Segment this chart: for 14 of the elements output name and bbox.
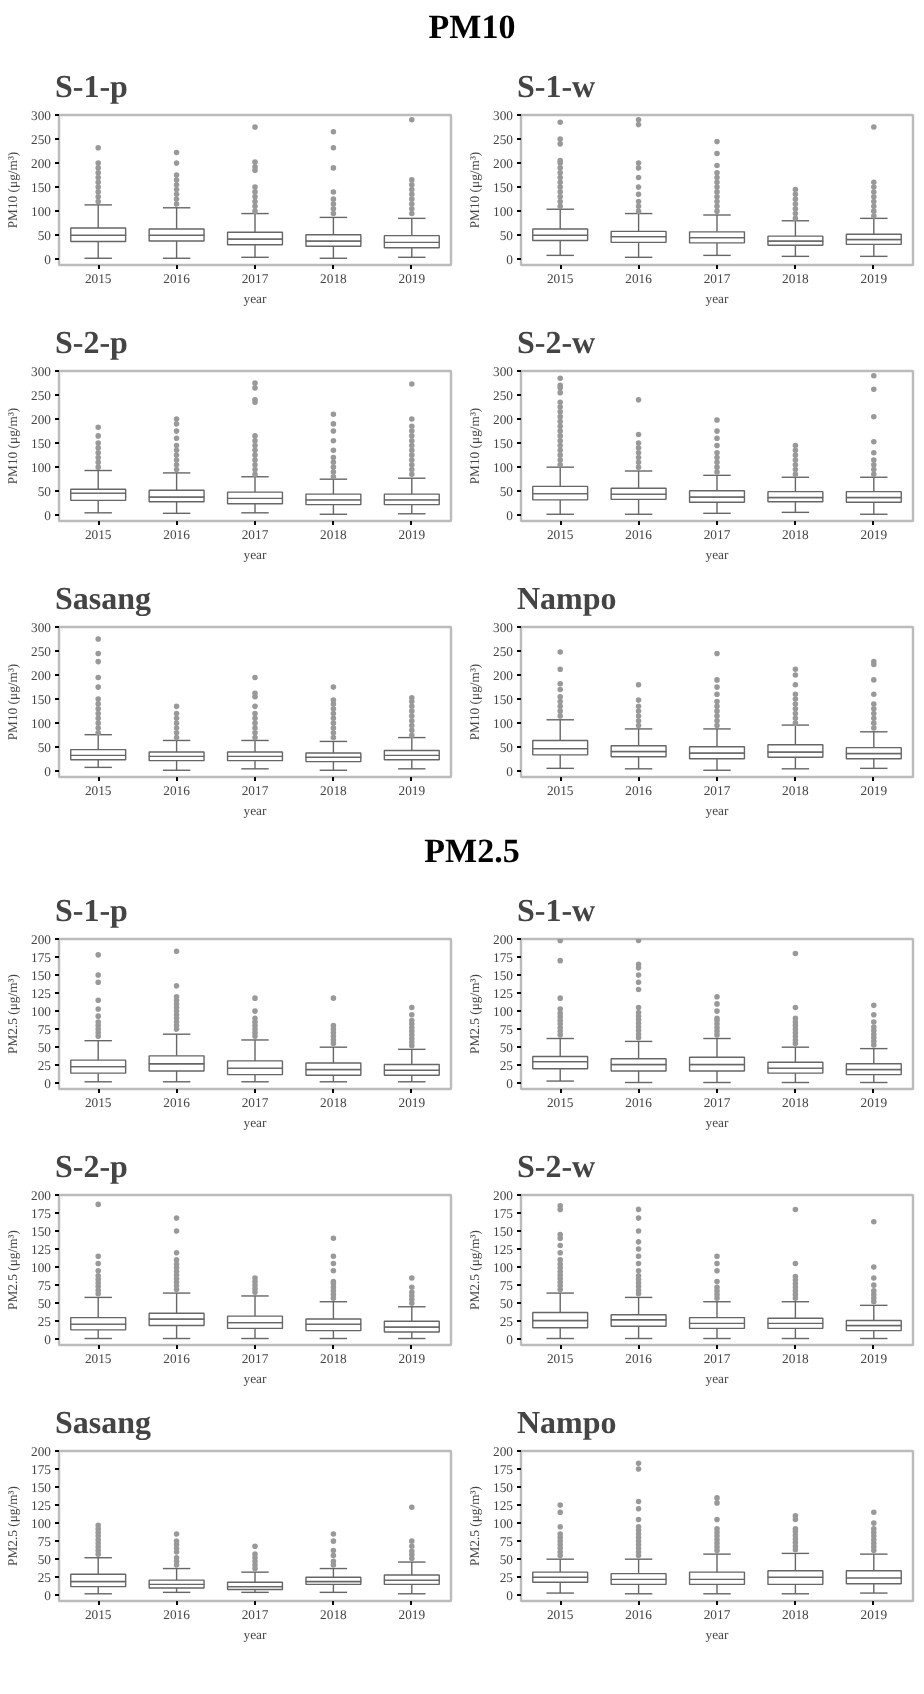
chart-title: Sasang	[55, 583, 152, 617]
chart-title: Nampo	[517, 583, 617, 617]
chart-title: S-1-w	[517, 71, 597, 105]
chart-title: S-1-p	[55, 71, 129, 105]
chart-title: S-1-p	[55, 895, 129, 929]
chart-title: S-2-w	[517, 1151, 597, 1185]
text: PM10	[428, 8, 516, 46]
chart-title: S-2-p	[55, 1151, 129, 1185]
text: PM2.5	[424, 832, 520, 870]
chart-title: S-2-w	[517, 327, 597, 361]
chart-title: S-2-p	[55, 327, 129, 361]
chart-title: Sasang	[55, 1407, 152, 1441]
chart-title: Nampo	[517, 1407, 617, 1441]
chart-title: S-1-w	[517, 895, 597, 929]
